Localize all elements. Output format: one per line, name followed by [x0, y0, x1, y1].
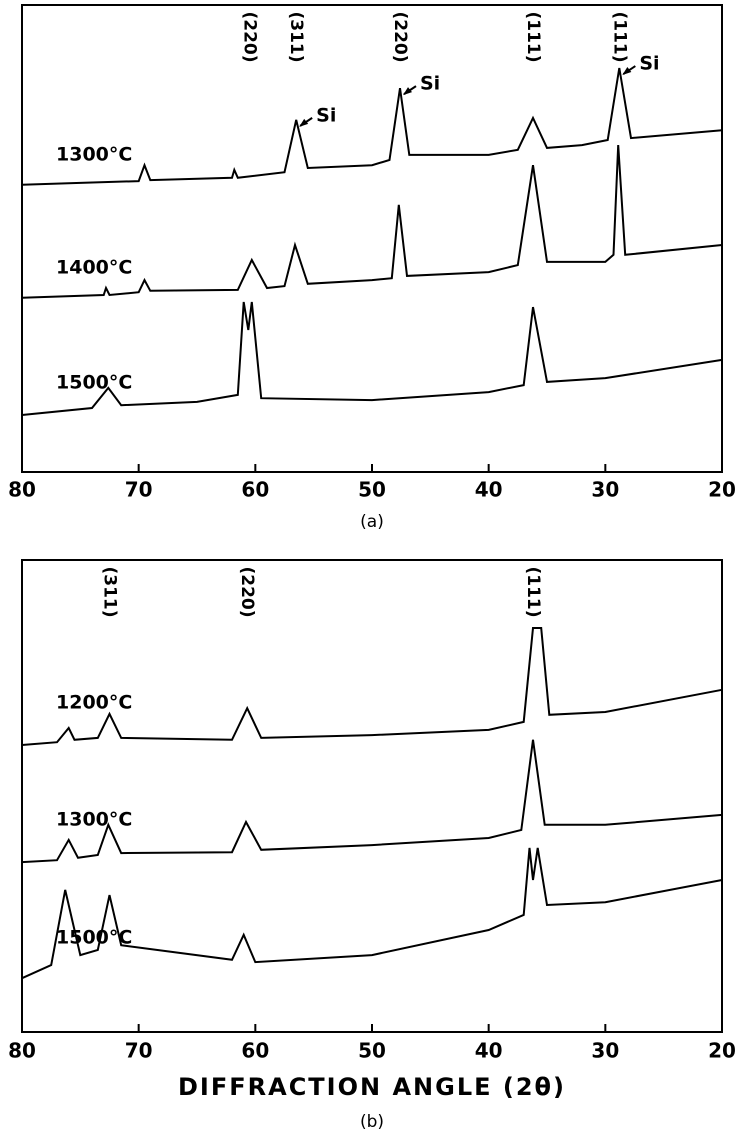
- plot-frame: [21, 559, 723, 1033]
- x-tick-label: 60: [241, 1039, 269, 1063]
- x-tick-label: 70: [125, 478, 153, 502]
- x-tick-label: 40: [475, 478, 503, 502]
- peak-index: (220): [240, 11, 260, 62]
- xrd-curve: [21, 739, 723, 864]
- x-tick-label: 30: [591, 1039, 619, 1063]
- x-tick-label: 80: [8, 478, 36, 502]
- x-tick-label: 20: [708, 1039, 736, 1063]
- series-label: 1300°C: [56, 143, 132, 165]
- series-label: 1200°C: [56, 692, 132, 714]
- x-tick-label: 60: [241, 478, 269, 502]
- peak-index: (220): [237, 566, 257, 617]
- peak-index: (311): [286, 11, 306, 62]
- si-arrow-head: [299, 118, 309, 127]
- peak-index: (111): [523, 566, 543, 617]
- xrd-curve: [21, 847, 723, 980]
- x-tick-label: 80: [8, 1039, 36, 1063]
- si-arrow-head: [403, 87, 412, 96]
- plot-frame: [21, 4, 723, 473]
- peak-index: (220): [390, 11, 410, 62]
- xrd-curve: [21, 67, 723, 186]
- peak-index: (111): [523, 11, 543, 62]
- si-label: Si: [316, 104, 336, 126]
- series-label: 1400°C: [56, 256, 132, 278]
- series-label: 1500°C: [56, 927, 132, 949]
- x-tick-label: 50: [358, 478, 386, 502]
- series-label: 1500°C: [56, 372, 132, 394]
- peak-index: (111): [609, 11, 629, 62]
- xrd-curve: [21, 627, 723, 746]
- x-tick-label: 40: [475, 1039, 503, 1063]
- si-label: Si: [420, 73, 440, 95]
- x-tick-label: 70: [125, 1039, 153, 1063]
- x-tick-label: 30: [591, 478, 619, 502]
- series-label: 1300°C: [56, 809, 132, 831]
- x-tick-label: 20: [708, 478, 736, 502]
- xrd-curve: [21, 301, 723, 416]
- si-label: Si: [639, 53, 659, 75]
- xrd-curve: [21, 145, 723, 299]
- panel-caption: (b): [360, 1112, 384, 1132]
- peak-index: (311): [100, 566, 120, 617]
- x-axis-label: DIFFRACTION ANGLE (2θ): [178, 1073, 566, 1101]
- x-tick-label: 50: [358, 1039, 386, 1063]
- si-arrow-head: [622, 67, 632, 76]
- panel-caption: (a): [360, 512, 384, 532]
